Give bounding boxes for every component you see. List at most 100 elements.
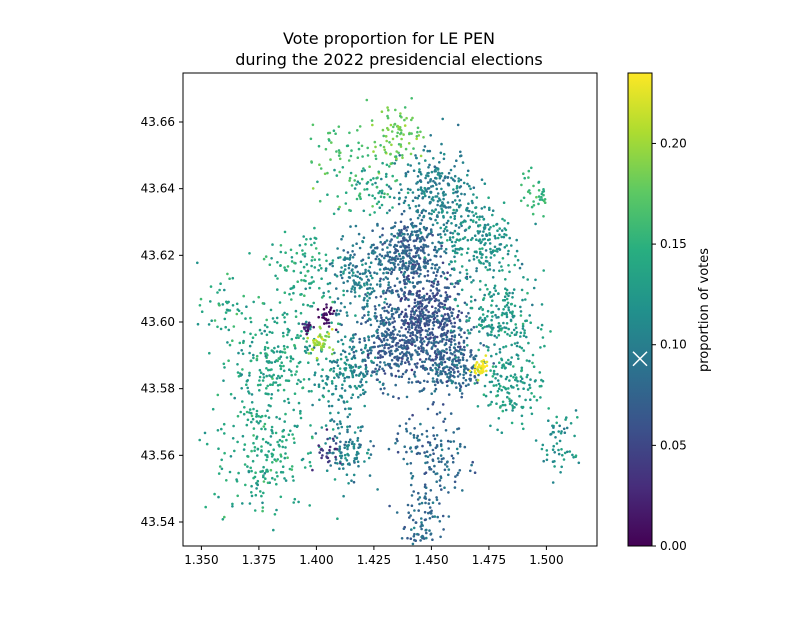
scatter-point: [317, 383, 321, 387]
scatter-point: [442, 333, 446, 337]
scatter-point: [342, 289, 345, 293]
scatter-point: [443, 360, 447, 364]
scatter-point: [500, 265, 503, 268]
scatter-point: [361, 155, 364, 158]
scatter-point: [276, 345, 280, 348]
scatter-point: [408, 260, 411, 263]
scatter-point: [468, 316, 471, 320]
scatter-point: [528, 383, 531, 387]
scatter-point: [373, 271, 376, 275]
scatter-point: [454, 381, 457, 385]
scatter-point: [404, 172, 408, 175]
scatter-point: [399, 112, 402, 115]
scatter-point: [339, 255, 342, 259]
scatter-point: [331, 428, 335, 431]
scatter-point: [469, 218, 473, 222]
scatter-point: [510, 356, 513, 359]
scatter-point: [355, 387, 359, 390]
scatter-point: [445, 319, 449, 322]
scatter-point: [519, 379, 522, 383]
scatter-point: [333, 447, 337, 451]
scatter-point: [486, 349, 490, 352]
scatter-point: [429, 178, 432, 182]
scatter-point: [410, 118, 413, 122]
scatter-point: [336, 517, 339, 520]
scatter-point: [407, 511, 411, 514]
scatter-point: [408, 362, 411, 366]
scatter-point: [447, 339, 451, 343]
scatter-point: [437, 283, 440, 286]
scatter-point: [448, 295, 452, 298]
scatter-point: [353, 179, 357, 182]
scatter-point: [276, 359, 280, 363]
scatter-point: [415, 336, 419, 340]
scatter-point: [486, 268, 490, 272]
scatter-point: [448, 377, 451, 380]
scatter-point: [376, 356, 380, 360]
scatter-point: [347, 482, 350, 485]
scatter-point: [217, 472, 221, 475]
scatter-point: [473, 368, 477, 372]
scatter-point: [324, 312, 328, 315]
scatter-point: [424, 518, 428, 521]
scatter-point: [352, 345, 356, 349]
scatter-point: [537, 180, 541, 184]
scatter-point: [388, 141, 391, 144]
scatter-point: [325, 303, 328, 306]
scatter-point: [342, 400, 346, 403]
scatter-point: [422, 243, 425, 247]
scatter-point: [217, 447, 220, 451]
scatter-point: [433, 383, 437, 387]
scatter-point: [415, 135, 419, 138]
scatter-point: [398, 281, 402, 284]
scatter-point: [366, 319, 370, 323]
scatter-point: [507, 306, 510, 309]
scatter-point: [427, 502, 431, 505]
scatter-point: [553, 465, 556, 468]
scatter-point: [308, 460, 312, 464]
scatter-point: [397, 397, 401, 400]
scatter-point: [360, 144, 364, 148]
scatter-point: [344, 367, 348, 370]
scatter-point: [441, 270, 445, 274]
scatter-point: [376, 222, 379, 226]
scatter-point: [568, 450, 572, 453]
scatter-point: [364, 262, 368, 265]
scatter-point: [389, 243, 392, 247]
scatter-point: [451, 352, 454, 356]
scatter-point: [418, 257, 422, 260]
scatter-point: [242, 339, 245, 343]
scatter-point: [272, 528, 275, 532]
scatter-point: [396, 333, 399, 337]
scatter-point: [404, 308, 407, 312]
scatter-point: [275, 377, 279, 380]
scatter-point: [414, 445, 418, 449]
scatter-point: [431, 184, 435, 188]
scatter-point: [440, 319, 444, 323]
scatter-point: [401, 237, 405, 240]
scatter-point: [420, 296, 424, 299]
scatter-point: [399, 312, 403, 316]
scatter-point: [392, 333, 395, 336]
scatter-point: [356, 270, 360, 274]
scatter-point: [424, 497, 428, 500]
scatter-point: [462, 373, 465, 377]
scatter-point: [235, 302, 239, 306]
scatter-point: [484, 249, 488, 252]
scatter-point: [381, 355, 385, 359]
scatter-point: [436, 314, 439, 318]
scatter-point: [399, 245, 402, 248]
scatter-point: [422, 148, 426, 152]
scatter-point: [457, 226, 461, 229]
scatter-point: [425, 528, 428, 532]
scatter-point: [321, 449, 325, 452]
scatter-point: [315, 356, 319, 360]
scatter-point: [325, 428, 329, 431]
scatter-point: [258, 375, 262, 379]
scatter-point: [237, 375, 241, 378]
scatter-point: [382, 195, 386, 199]
scatter-point: [380, 189, 384, 193]
scatter-point: [276, 389, 280, 392]
scatter-point: [279, 350, 282, 353]
scatter-point: [520, 288, 524, 292]
